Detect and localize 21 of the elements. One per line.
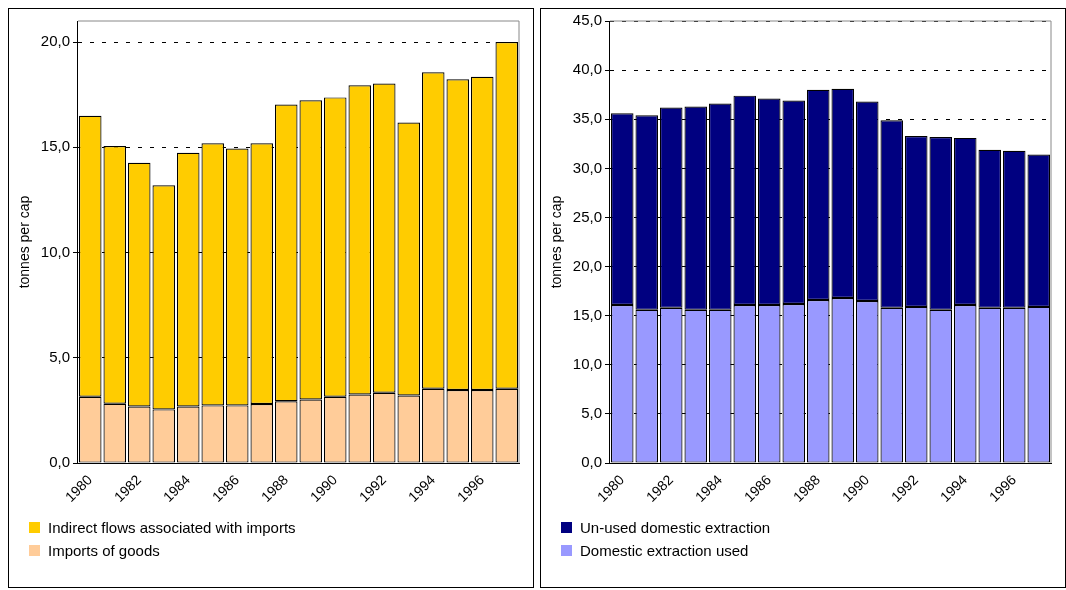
y-tick-label: 10,0	[40, 242, 70, 260]
legend-label: Indirect flows associated with imports	[48, 519, 296, 536]
y-tick-label: 30,0	[572, 158, 602, 176]
y-tick-label: 0,0	[581, 453, 602, 471]
y-tick-label: 15,0	[572, 305, 602, 323]
legend-label: Imports of goods	[48, 542, 160, 559]
y-tick-label: 10,0	[572, 354, 602, 372]
y-tick-label: 25,0	[572, 207, 602, 225]
legend-label: Domestic extraction used	[580, 542, 749, 559]
y-tick-label: 20,0	[572, 256, 602, 274]
y-tick-label: 5,0	[581, 404, 602, 422]
y-axis-title: tonnes per cap	[16, 195, 33, 289]
y-tick-label: 15,0	[40, 137, 70, 155]
y-tick-label: 20,0	[40, 32, 70, 50]
y-tick-label: 5,0	[49, 347, 70, 365]
y-tick-label: 35,0	[572, 109, 602, 127]
y-axis-title: tonnes per cap	[548, 195, 565, 289]
y-tick-label: 0,0	[49, 453, 70, 471]
y-tick-label: 40,0	[572, 60, 602, 78]
y-tick-label: 45,0	[572, 11, 602, 29]
legend-label: Un-used domestic extraction	[580, 519, 771, 536]
